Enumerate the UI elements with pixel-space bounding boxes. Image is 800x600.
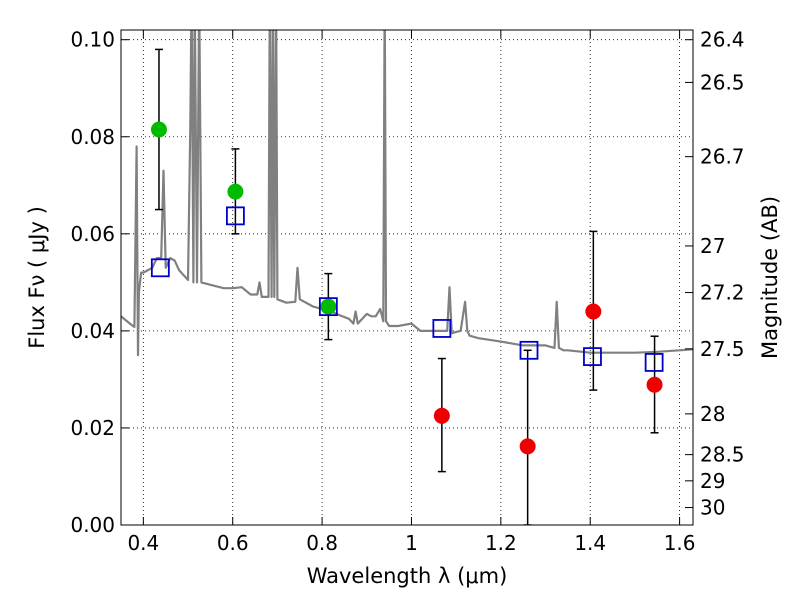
y-axis-ticks: 0.00 0.02 0.04 0.06 0.08 0.10 <box>70 28 129 537</box>
x-tick-label: 0.6 <box>217 531 249 555</box>
x-tick-label: 1.4 <box>574 531 606 555</box>
data-point-square <box>583 347 602 367</box>
x-axis-ticks: 0.4 0.6 0.8 1 1.2 1.4 1.6 <box>127 30 696 555</box>
y-tick-label: 0.00 <box>70 513 115 537</box>
x-tick-label: 1.2 <box>485 531 517 555</box>
y-tick-label: 0.04 <box>70 319 115 343</box>
x-tick-label: 0.8 <box>306 531 338 555</box>
data-point-circle <box>320 298 337 315</box>
data-point-circle <box>646 376 663 393</box>
y-tick-label: 0.10 <box>70 28 115 52</box>
spectrum-layer <box>121 30 693 357</box>
data-point-square <box>644 353 664 372</box>
right-tick-label: 30 <box>700 496 725 520</box>
data-point-circle <box>433 407 450 424</box>
data-point-square <box>150 258 170 278</box>
data-point-circle <box>585 303 602 320</box>
data-point-circle <box>150 121 167 138</box>
right-axis-ticks: 26.4 26.5 26.7 27 27.2 27.5 28 28.529 30 <box>685 28 745 520</box>
right-tick-label: 27.5 <box>700 337 745 361</box>
x-axis-label: Wavelength λ (μm) <box>307 564 508 588</box>
right-tick-label: 28.5 <box>700 443 745 467</box>
grid-lines <box>121 30 693 525</box>
plot-frame <box>120 29 694 526</box>
data-point-circle <box>519 438 536 455</box>
x-tick-label: 1.6 <box>664 531 696 555</box>
right-tick-label: 26.4 <box>700 28 745 52</box>
data-point-square <box>432 319 452 338</box>
right-tick-label: 27 <box>700 234 725 258</box>
right-tick-label: 27.2 <box>700 281 745 305</box>
y-tick-label: 0.06 <box>70 222 115 246</box>
y-tick-label: 0.02 <box>70 416 115 440</box>
data-point-square <box>318 297 338 317</box>
right-tick-label: 26.7 <box>700 145 745 169</box>
right-tick-label: 29 <box>700 469 725 493</box>
data-point-circle <box>227 183 244 200</box>
data-point-square <box>225 206 245 226</box>
right-tick-label: 26.5 <box>700 70 745 94</box>
model-spectrum-line <box>121 30 693 357</box>
y-axis-label-right: Magnitude (AB) <box>758 196 782 359</box>
markers-layer <box>150 121 664 455</box>
right-tick-label: 28 <box>700 402 725 426</box>
y-tick-label: 0.08 <box>70 125 115 149</box>
y-axis-label-left: Flux Fν ( μJy ) <box>25 206 49 349</box>
x-tick-label: 1 <box>405 531 418 555</box>
data-point-square <box>519 340 539 360</box>
x-tick-label: 0.4 <box>127 531 159 555</box>
